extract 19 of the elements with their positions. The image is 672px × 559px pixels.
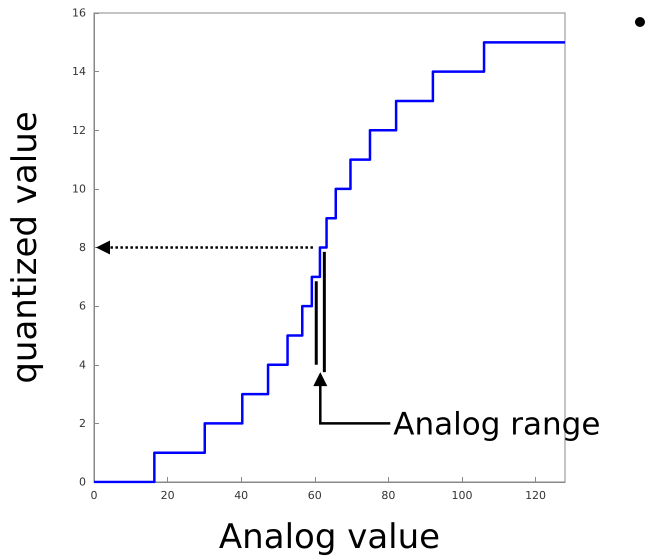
- x-axis-title: Analog value: [218, 517, 440, 557]
- y-tick-label: 16: [72, 6, 86, 20]
- x-tick-label: 20: [160, 489, 175, 502]
- y-tick-label: 14: [72, 65, 86, 78]
- y-tick-label: 2: [79, 416, 86, 430]
- annotation: Analog range: [393, 406, 600, 442]
- y-tick-label: 12: [72, 124, 86, 137]
- y-tick-label: 0: [79, 476, 86, 488]
- x-tick-label: 100: [451, 489, 472, 502]
- x-tick-label: 120: [525, 489, 546, 502]
- y-axis-title: quantized value: [5, 111, 45, 384]
- y-tick-label: 4: [79, 358, 86, 372]
- y-tick-label: 8: [79, 241, 86, 254]
- x-tick-label: 80: [381, 489, 396, 502]
- x-tick-label: 40: [234, 489, 248, 502]
- x-tick-label: 60: [308, 489, 322, 502]
- y-tick-label: 10: [72, 182, 86, 196]
- x-tick-label: 0: [90, 489, 98, 502]
- y-tick-label: 6: [79, 300, 86, 313]
